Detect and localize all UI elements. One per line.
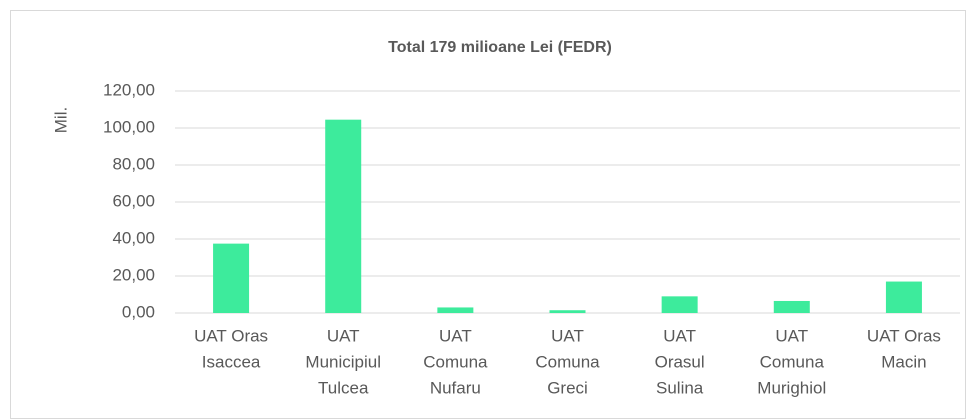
x-tick-label: Sulina (656, 378, 704, 397)
y-tick-label: 20,00 (112, 265, 155, 284)
bar (661, 296, 698, 313)
chart-title: Total 179 milioane Lei (FEDR) (388, 39, 612, 56)
bar (213, 243, 250, 313)
x-tick-label: UAT (327, 326, 360, 345)
bar (885, 281, 922, 313)
y-tick-label: 0,00 (122, 302, 155, 321)
x-tick-label: Comuna (423, 352, 488, 371)
x-tick-label: UAT (439, 326, 472, 345)
x-tick-label: UAT (551, 326, 584, 345)
x-tick-label: Tulcea (318, 378, 369, 397)
x-tick-label: Orasul (655, 352, 705, 371)
chart-border (10, 10, 966, 419)
y-tick-label: 80,00 (112, 154, 155, 173)
y-tick-label: 120,00 (103, 80, 155, 99)
x-tick-label: UAT Oras (867, 326, 941, 345)
x-tick-label: Comuna (760, 352, 825, 371)
x-tick-label: UAT (663, 326, 696, 345)
y-tick-label: 100,00 (103, 117, 155, 136)
bar (773, 300, 810, 313)
x-tick-label: UAT Oras (194, 326, 268, 345)
x-tick-label: UAT (775, 326, 808, 345)
bar (437, 307, 474, 313)
bar (325, 119, 362, 313)
x-tick-label: Isaccea (202, 352, 261, 371)
y-tick-label: 40,00 (112, 228, 155, 247)
x-tick-label: Nufaru (430, 378, 481, 397)
x-tick-label: Municipiul (305, 352, 381, 371)
x-tick-label: Macin (881, 352, 926, 371)
x-tick-label: Greci (547, 378, 588, 397)
x-tick-label: Murighiol (757, 378, 826, 397)
y-tick-label: 60,00 (112, 191, 155, 210)
x-tick-label: Comuna (535, 352, 600, 371)
bar (549, 310, 586, 313)
y-axis-label: Mil. (51, 107, 70, 133)
